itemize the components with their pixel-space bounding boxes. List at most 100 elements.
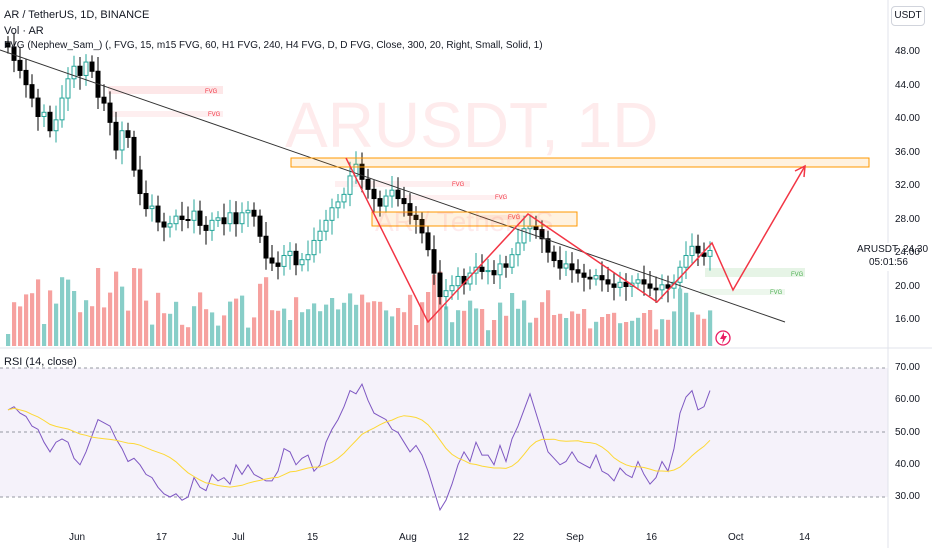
volume-bar bbox=[564, 318, 569, 346]
volume-bar bbox=[516, 308, 521, 346]
candle-body bbox=[401, 198, 407, 205]
volume-bar bbox=[204, 309, 209, 346]
volume-bar bbox=[264, 277, 269, 346]
rsi-tick-label: 70.00 bbox=[894, 362, 920, 373]
volume-bar bbox=[120, 286, 125, 346]
volume-bar bbox=[504, 315, 509, 346]
time-tick-label: Aug bbox=[399, 532, 417, 543]
volume-bar bbox=[690, 312, 695, 346]
volume-bar bbox=[222, 315, 227, 346]
candle-body bbox=[155, 205, 161, 223]
volume-bar bbox=[54, 303, 59, 346]
volume-bar bbox=[474, 308, 479, 346]
candle-body bbox=[569, 263, 575, 271]
candle-body bbox=[497, 263, 503, 276]
candle-body bbox=[287, 250, 293, 257]
candle-body bbox=[335, 201, 341, 209]
candle-body bbox=[257, 215, 263, 237]
volume-bar bbox=[12, 302, 17, 346]
candle-body bbox=[17, 59, 23, 71]
price-tick-label: 16.00 bbox=[894, 314, 920, 325]
volume-bar bbox=[624, 322, 629, 346]
volume-bar bbox=[426, 292, 431, 346]
resistance-zone bbox=[290, 157, 870, 168]
volume-bar bbox=[48, 290, 53, 346]
volume-bar bbox=[180, 324, 185, 346]
candle-body bbox=[437, 272, 443, 298]
candle-body bbox=[209, 219, 215, 231]
candle-body bbox=[353, 163, 359, 177]
candle-body bbox=[197, 210, 203, 226]
rsi-line bbox=[7, 382, 711, 512]
candle-body bbox=[557, 260, 563, 269]
candle-body bbox=[395, 189, 401, 200]
volume-bar bbox=[606, 314, 611, 346]
volume-bar bbox=[396, 308, 401, 346]
volume-bar bbox=[402, 312, 407, 346]
volume-bar bbox=[684, 292, 689, 346]
fvg-zone bbox=[480, 215, 525, 220]
candle-body bbox=[425, 232, 431, 251]
fvg-zone bbox=[335, 181, 470, 187]
volume-bar bbox=[498, 302, 503, 346]
volume-bar bbox=[540, 302, 545, 346]
candle-body bbox=[149, 205, 155, 210]
volume-bar bbox=[450, 322, 455, 346]
fvg-zone bbox=[108, 111, 223, 117]
candle-body bbox=[317, 230, 323, 241]
candle-body bbox=[101, 96, 107, 104]
candle-body bbox=[605, 279, 611, 285]
time-tick-label: 22 bbox=[513, 532, 525, 543]
candle-body bbox=[65, 78, 71, 99]
volume-bar bbox=[552, 315, 557, 346]
volume-bar bbox=[612, 312, 617, 346]
time-tick-label: Jul bbox=[232, 532, 245, 543]
candle-body bbox=[521, 228, 527, 244]
volume-bar bbox=[642, 313, 647, 346]
rsi-tick-label: 50.00 bbox=[894, 426, 920, 438]
volume-bar bbox=[84, 300, 89, 346]
volume-bar bbox=[78, 312, 83, 346]
volume-bar bbox=[582, 309, 587, 346]
volume-bar bbox=[168, 313, 173, 346]
volume-bar bbox=[246, 327, 251, 346]
candle-body bbox=[107, 102, 113, 123]
candle-body bbox=[143, 193, 149, 210]
trendline bbox=[0, 49, 786, 323]
price-tag-countdown: 05:01:56 bbox=[869, 257, 908, 268]
price-tick-label: 28.00 bbox=[894, 213, 920, 225]
candle-body bbox=[329, 207, 335, 221]
volume-bar bbox=[126, 310, 131, 346]
candle-body bbox=[35, 97, 41, 117]
candle-body bbox=[29, 84, 35, 99]
volume-bar bbox=[384, 310, 389, 346]
volume-bar bbox=[594, 321, 599, 346]
price-tag: ARUSDT 24.30 05:01:56 bbox=[857, 243, 928, 271]
candle-body bbox=[41, 111, 47, 117]
volume-bar bbox=[444, 306, 449, 346]
price-tick-label: 24.00 bbox=[894, 247, 920, 258]
fvg-zone bbox=[108, 86, 223, 94]
fvg-label: FVG bbox=[791, 272, 804, 278]
volume-bar bbox=[318, 311, 323, 346]
candle-body bbox=[659, 284, 665, 291]
candle-body bbox=[299, 259, 305, 266]
candle-body bbox=[245, 209, 251, 214]
candle-body bbox=[449, 285, 455, 292]
candle-body bbox=[293, 250, 299, 266]
currency-button[interactable]: USDT bbox=[891, 6, 925, 26]
candle-body bbox=[275, 262, 281, 267]
volume-bar bbox=[570, 311, 575, 346]
volume-bar bbox=[72, 291, 77, 346]
volume-bar bbox=[462, 310, 467, 346]
candle-body bbox=[251, 209, 257, 217]
volume-bar bbox=[306, 309, 311, 346]
candle-body bbox=[137, 169, 143, 195]
candle-body bbox=[203, 224, 209, 231]
candle-body bbox=[389, 189, 395, 197]
volume-bar bbox=[60, 277, 65, 346]
candle-body bbox=[323, 219, 329, 232]
volume-bar bbox=[216, 325, 221, 346]
